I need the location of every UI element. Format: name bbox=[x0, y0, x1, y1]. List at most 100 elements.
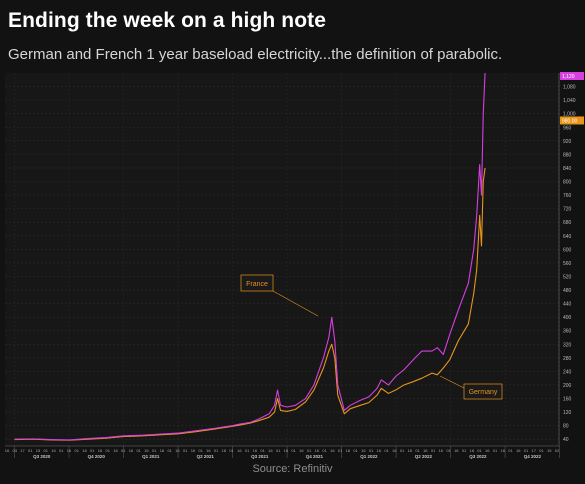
x-day-label: 16 bbox=[191, 448, 196, 453]
y-tick-label: 400 bbox=[563, 315, 572, 321]
series-line-france bbox=[14, 72, 486, 441]
x-day-label: 18 bbox=[160, 448, 165, 453]
germany-last-value-label: 980.00 bbox=[562, 118, 578, 124]
y-tick-label: 320 bbox=[563, 342, 572, 348]
x-axis: Q3 2020 Q4 2020 Q1 2021 Q2 2021 Q3 2021 Q4 20… bbox=[5, 445, 560, 459]
y-tick-label: 120 bbox=[563, 410, 572, 416]
y-tick-label: 800 bbox=[563, 180, 572, 186]
x-day-label: 01 bbox=[136, 448, 141, 453]
x-day-label: 01 bbox=[384, 448, 389, 453]
y-tick-label: 360 bbox=[563, 329, 572, 335]
y-tick-label: 1,000 bbox=[563, 112, 576, 118]
x-day-label: 16 bbox=[129, 448, 134, 453]
x-day-label: 01 bbox=[508, 448, 513, 453]
x-day-label: 01 bbox=[291, 448, 296, 453]
y-tick-label: 280 bbox=[563, 356, 572, 362]
annotation-box-germany bbox=[463, 383, 503, 400]
x-quarter-label: Q1 2022 bbox=[360, 454, 378, 459]
x-day-label: 15 bbox=[547, 448, 552, 453]
x-day-label: 01 bbox=[431, 448, 436, 453]
x-quarter-label: Q4 2021 bbox=[306, 454, 324, 459]
y-tick-label: 720 bbox=[563, 207, 572, 213]
annotation-leader-germany bbox=[439, 375, 465, 389]
x-day-label: 01 bbox=[44, 448, 49, 453]
x-quarter-label: Q2 2021 bbox=[197, 454, 215, 459]
x-day-label: 18 bbox=[222, 448, 227, 453]
y-tick-label: 1,080 bbox=[563, 85, 576, 91]
x-day-label: 01 bbox=[105, 448, 110, 453]
chart-subtitle: German and French 1 year baseload electr… bbox=[8, 46, 503, 63]
y-tick-label: 760 bbox=[563, 193, 572, 199]
x-day-label: 16 bbox=[51, 448, 56, 453]
germany-last-value-tag bbox=[560, 116, 584, 125]
x-day-label: 01 bbox=[524, 448, 529, 453]
y-tick-label: 680 bbox=[563, 220, 572, 226]
x-day-label: 18 bbox=[284, 448, 289, 453]
grid-lines bbox=[5, 73, 560, 446]
x-day-label: 01 bbox=[260, 448, 265, 453]
x-day-label: 16 bbox=[98, 448, 103, 453]
x-day-label: 16 bbox=[5, 448, 10, 453]
annotations: France Germany bbox=[240, 274, 503, 400]
annotation-label-germany: Germany bbox=[469, 389, 498, 396]
source-note: Source: Refinitiv bbox=[252, 463, 333, 475]
x-day-label: 16 bbox=[377, 448, 382, 453]
annotation-label-france: France bbox=[246, 281, 268, 288]
y-tick-label: 200 bbox=[563, 383, 572, 389]
annotation-box-france bbox=[240, 274, 274, 292]
x-day-label: 16 bbox=[361, 448, 366, 453]
x-day-label: 17 bbox=[20, 448, 25, 453]
x-day-label: 01 bbox=[369, 448, 374, 453]
france-last-value-tag bbox=[560, 72, 584, 80]
x-day-label: 16 bbox=[175, 448, 180, 453]
france-last-value-label: 1,120 bbox=[562, 74, 575, 80]
x-day-label: 01 bbox=[477, 448, 482, 453]
y-tick-label: 80 bbox=[563, 424, 569, 430]
y-tick-label: 240 bbox=[563, 369, 572, 375]
x-day-label: 01 bbox=[462, 448, 467, 453]
x-day-label: 16 bbox=[454, 448, 459, 453]
x-day-label: 16 bbox=[501, 448, 506, 453]
x-day-label: 16 bbox=[206, 448, 211, 453]
x-day-label: 16 bbox=[67, 448, 72, 453]
y-tick-label: 160 bbox=[563, 397, 572, 403]
y-tick-label: 1,040 bbox=[563, 98, 576, 104]
x-quarter-label: Q3 2020 bbox=[33, 454, 51, 459]
x-day-label: 01 bbox=[446, 448, 451, 453]
x-quarter-label: Q1 2021 bbox=[142, 454, 160, 459]
x-day-label: 01 bbox=[400, 448, 405, 453]
x-quarter-label: Q4 2022 bbox=[524, 454, 542, 459]
x-day-label: 01 bbox=[152, 448, 157, 453]
x-day-label: 16 bbox=[299, 448, 304, 453]
y-tick-label: 480 bbox=[563, 288, 572, 294]
x-day-label: 16 bbox=[392, 448, 397, 453]
x-day-label: 16 bbox=[253, 448, 258, 453]
x-day-label: 16 bbox=[237, 448, 242, 453]
x-day-label: 01 bbox=[90, 448, 95, 453]
y-tick-label: 600 bbox=[563, 247, 572, 253]
x-day-label: 01 bbox=[493, 448, 498, 453]
x-day-label: 03 bbox=[13, 448, 18, 453]
x-day-label: 15 bbox=[36, 448, 41, 453]
x-day-label: 16 bbox=[330, 448, 335, 453]
x-day-label: 01 bbox=[229, 448, 234, 453]
x-day-label: 17 bbox=[532, 448, 537, 453]
x-day-label: 01 bbox=[74, 448, 79, 453]
y-tick-label: 560 bbox=[563, 261, 572, 267]
y-tick-label: 440 bbox=[563, 302, 572, 308]
line-chart: Q3 2020 Q4 2020 Q1 2021 Q2 2021 Q3 2021 Q4 20… bbox=[5, 72, 584, 459]
x-day-label: 16 bbox=[485, 448, 490, 453]
x-day-label: 18 bbox=[82, 448, 87, 453]
x-day-label: 01 bbox=[198, 448, 203, 453]
y-tick-label: 640 bbox=[563, 234, 572, 240]
x-quarter-label: Q2 2022 bbox=[415, 454, 433, 459]
x-day-label: 01 bbox=[415, 448, 420, 453]
series-line-germany bbox=[14, 167, 486, 441]
x-day-label: 01 bbox=[322, 448, 327, 453]
x-day-label: 01 bbox=[121, 448, 126, 453]
x-day-label: 01 bbox=[28, 448, 33, 453]
x-day-label: 01 bbox=[183, 448, 188, 453]
series-lines bbox=[14, 72, 486, 441]
x-day-label: 18 bbox=[470, 448, 475, 453]
x-day-label: 01 bbox=[539, 448, 544, 453]
